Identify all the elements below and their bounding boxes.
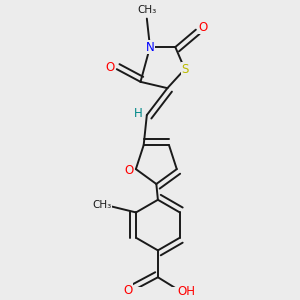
Text: O: O xyxy=(123,284,133,297)
Text: CH₃: CH₃ xyxy=(92,200,112,210)
Text: O: O xyxy=(105,61,115,74)
Text: S: S xyxy=(181,63,188,76)
Text: H: H xyxy=(134,106,142,120)
Text: O: O xyxy=(198,21,207,34)
Text: OH: OH xyxy=(177,285,195,298)
Text: CH₃: CH₃ xyxy=(137,5,157,15)
Text: N: N xyxy=(146,40,154,54)
Text: O: O xyxy=(124,164,134,177)
